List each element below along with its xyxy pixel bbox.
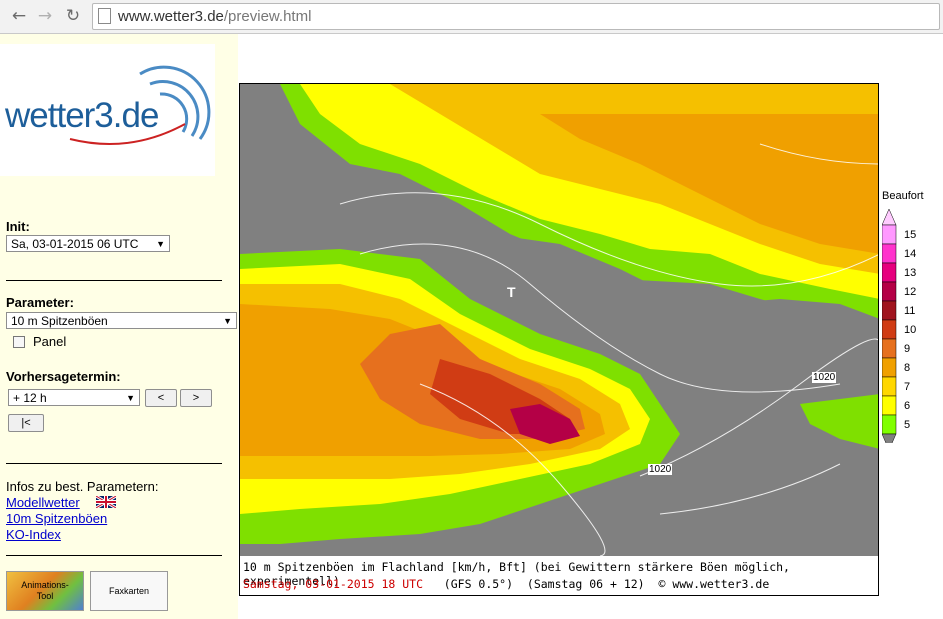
legend-swatch [881, 414, 897, 435]
caption-model: (GFS 0.5°) [443, 577, 514, 591]
legend-swatch [881, 338, 897, 359]
reload-icon[interactable]: ↻ [65, 6, 81, 26]
infos-label: Infos zu best. Parametern: [6, 479, 159, 494]
chevron-down-icon: ▼ [126, 393, 135, 403]
legend-swatch [881, 262, 897, 283]
gust-map-canvas [240, 84, 878, 556]
faxkarten-thumbnail[interactable]: Faxkarten [90, 571, 168, 611]
prev-step-button[interactable]: < [145, 389, 177, 407]
legend-swatch [881, 319, 897, 340]
legend-label: 13 [904, 267, 917, 279]
legend-swatch [881, 243, 897, 264]
isobar-label: 1020 [648, 464, 673, 475]
address-bar[interactable]: www.wetter3.de/preview.html [92, 3, 940, 30]
legend-label: 10 [904, 324, 917, 336]
forward-icon[interactable]: → [37, 6, 53, 26]
vorhersage-select[interactable]: + 12 h ▼ [8, 389, 140, 406]
legend-colorbar [881, 208, 897, 451]
next-step-button[interactable]: > [180, 389, 212, 407]
animation-tool-label: Animations- Tool [21, 580, 69, 601]
link-modellwetter[interactable]: Modellwetter [6, 495, 80, 510]
logo-swirl-icon [69, 65, 211, 145]
divider [6, 555, 222, 556]
caption-run: (Samstag 06 + 12) [526, 577, 645, 591]
map-caption-title: 10 m Spitzenböen im Flachland [km/h, Bft… [243, 560, 790, 588]
address-text: www.wetter3.de/preview.html [118, 8, 312, 25]
legend-swatch [881, 281, 897, 302]
browser-toolbar: ← → ↻ www.wetter3.de/preview.html [0, 0, 943, 34]
back-icon[interactable]: ← [11, 6, 27, 26]
divider [6, 280, 222, 281]
panel-checkbox[interactable] [13, 336, 25, 348]
legend-swatch [881, 395, 897, 416]
init-select[interactable]: Sa, 03-01-2015 06 UTC ▼ [6, 235, 170, 252]
map-caption-info: Samstag, 03-01-2015 18 UTC (GFS 0.5°) (S… [243, 577, 873, 591]
legend-swatch [881, 357, 897, 378]
caption-date: Samstag, 03-01-2015 18 UTC [243, 577, 424, 591]
legend-swatch [881, 224, 897, 245]
chevron-down-icon: ▼ [156, 239, 165, 249]
legend-label: 8 [904, 362, 911, 374]
legend-label: 12 [904, 286, 917, 298]
caption-copyright: © www.wetter3.de [658, 577, 770, 591]
legend-swatch [881, 376, 897, 397]
weather-map: T 1020 1020 10 m Spitzenböen im Flachlan… [239, 83, 879, 596]
animation-tool-thumbnail[interactable]: Animations- Tool [6, 571, 84, 611]
uk-flag-icon [96, 496, 116, 508]
parameter-select-value: 10 m Spitzenböen [11, 314, 108, 328]
panel-label: Panel [33, 334, 67, 349]
beaufort-legend: 15 14 13 12 11 10 9 8 7 6 5 [881, 205, 916, 451]
first-step-button[interactable]: |< [8, 414, 44, 432]
page-icon [98, 8, 111, 24]
faxkarten-label: Faxkarten [108, 586, 150, 596]
divider [6, 463, 222, 464]
link-spitzenboeen[interactable]: 10m Spitzenböen [6, 511, 108, 526]
parameter-select[interactable]: 10 m Spitzenböen ▼ [6, 312, 237, 329]
init-select-value: Sa, 03-01-2015 06 UTC [11, 237, 139, 251]
legend-label: 15 [904, 229, 917, 241]
legend-label: 14 [904, 248, 917, 260]
isobar-label: 1020 [812, 372, 837, 383]
legend-swatch [881, 300, 897, 321]
init-label: Init: [6, 219, 30, 234]
vorhersage-label: Vorhersagetermin: [6, 369, 121, 384]
legend-label: 7 [904, 381, 911, 393]
low-pressure-marker: T [507, 284, 516, 300]
legend-label: 5 [904, 419, 911, 431]
site-logo[interactable]: wetter3.de [0, 44, 215, 176]
parameter-label: Parameter: [6, 295, 74, 310]
legend-arrow-bottom [881, 433, 897, 451]
logo-text: wetter3.de [5, 96, 159, 135]
legend-label: 11 [904, 305, 916, 317]
legend-title: Beaufort [882, 190, 924, 202]
chevron-down-icon: ▼ [223, 316, 232, 326]
sidebar: wetter3.de Init: Sa, 03-01-2015 06 UTC ▼ … [0, 34, 238, 619]
link-ko-index[interactable]: KO-Index [6, 527, 61, 542]
vorhersage-select-value: + 12 h [13, 391, 47, 405]
legend-label: 6 [904, 400, 911, 412]
legend-label: 9 [904, 343, 911, 355]
legend-arrow-top [881, 208, 897, 226]
